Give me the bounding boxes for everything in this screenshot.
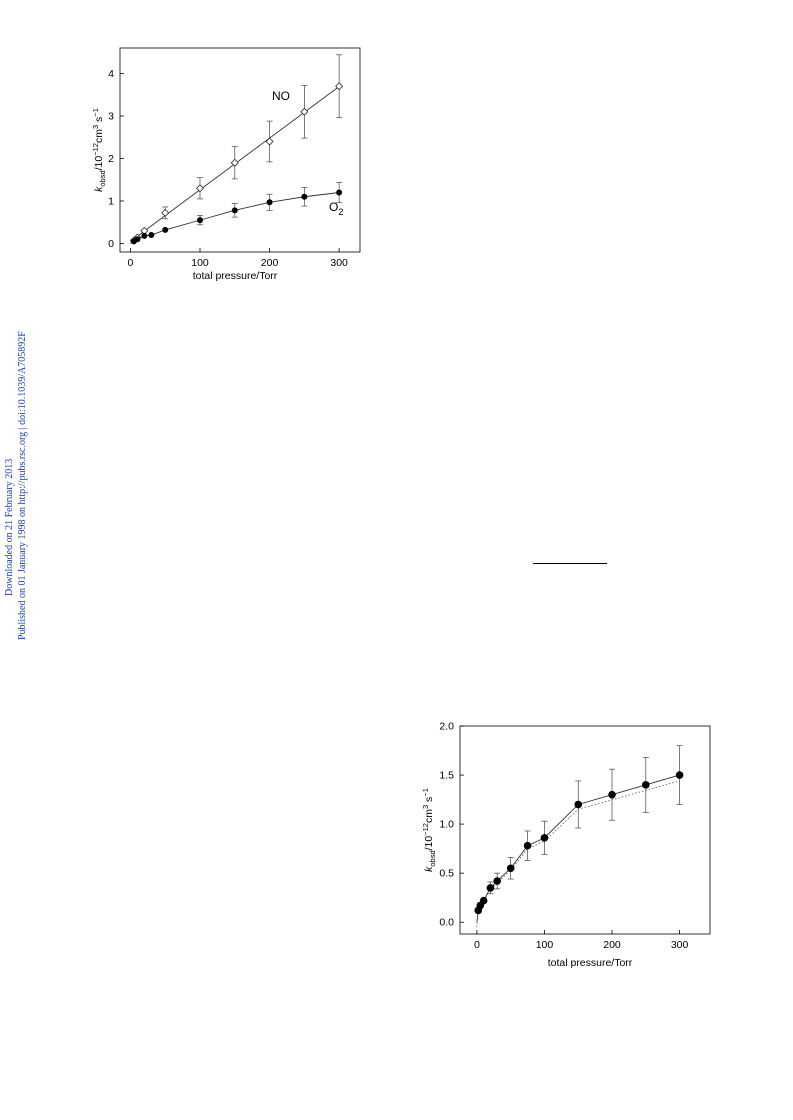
data-point (675, 771, 684, 779)
x-tick-label: 100 (536, 939, 554, 951)
data-point (523, 841, 532, 850)
data-point (540, 834, 549, 842)
data-point (301, 193, 308, 200)
data-point (335, 82, 344, 91)
data-point (642, 781, 650, 789)
data-point (148, 232, 155, 238)
publication-note: Published on 01 January 1998 on http://p… (17, 331, 28, 640)
data-point (231, 207, 238, 214)
data-point (300, 107, 309, 116)
data-point (265, 137, 274, 146)
plot-frame (459, 725, 711, 935)
x-tick-label: 0 (474, 939, 480, 951)
data-point (230, 158, 239, 167)
y-tick-label: 0.5 (439, 868, 454, 880)
data-point (479, 896, 488, 905)
data-point (197, 217, 203, 224)
data-point (266, 199, 273, 206)
y-tick-label: 1 (108, 196, 114, 208)
data-point (506, 864, 515, 873)
data-point (162, 226, 169, 233)
data-point (574, 800, 583, 809)
y-tick-label: 0 (108, 238, 114, 250)
x-axis-label: total pressure/Torr (193, 270, 278, 282)
y-tick-label: 1.5 (439, 770, 454, 782)
x-tick-label: 100 (191, 257, 209, 269)
y-axis-label: kobsd/10−12cm3 s−1 (421, 788, 437, 872)
data-point (486, 884, 495, 892)
x-tick-label: 200 (261, 257, 279, 269)
data-point (493, 877, 501, 885)
plot-frame (119, 47, 361, 253)
series-label-o2: O2 (329, 200, 343, 217)
data-point (196, 184, 204, 193)
data-point (336, 189, 343, 196)
y-tick-label: 0.0 (439, 917, 454, 929)
separator-rule (533, 563, 607, 564)
y-tick-label: 3 (108, 111, 114, 123)
download-note: Downloaded on 21 February 2013 (4, 458, 15, 596)
x-tick-label: 0 (128, 257, 134, 269)
x-tick-label: 300 (330, 257, 348, 269)
series-label-no: NO (272, 89, 290, 103)
y-tick-label: 4 (108, 68, 114, 80)
y-tick-label: 2 (108, 153, 114, 165)
chart-o2-fit: 0 100 200 300 0.0 0.5 1.0 1.5 2.0 total pressure… (421, 721, 711, 969)
x-tick-label: 200 (603, 939, 621, 951)
y-axis-label: kobsd/10−12cm3 s−1 (91, 108, 107, 192)
data-point (134, 236, 141, 243)
chart-no-o2: 0 100 200 300 0 1 2 3 4 NO O2 total pressure/Tor… (91, 47, 361, 282)
y-tick-label: 2.0 (439, 721, 454, 733)
data-point (161, 208, 170, 217)
data-point (608, 790, 616, 799)
x-axis-label: total pressure/Torr (548, 957, 633, 969)
data-point (141, 232, 148, 239)
x-tick-label: 300 (671, 939, 689, 951)
y-tick-label: 1.0 (439, 819, 454, 831)
